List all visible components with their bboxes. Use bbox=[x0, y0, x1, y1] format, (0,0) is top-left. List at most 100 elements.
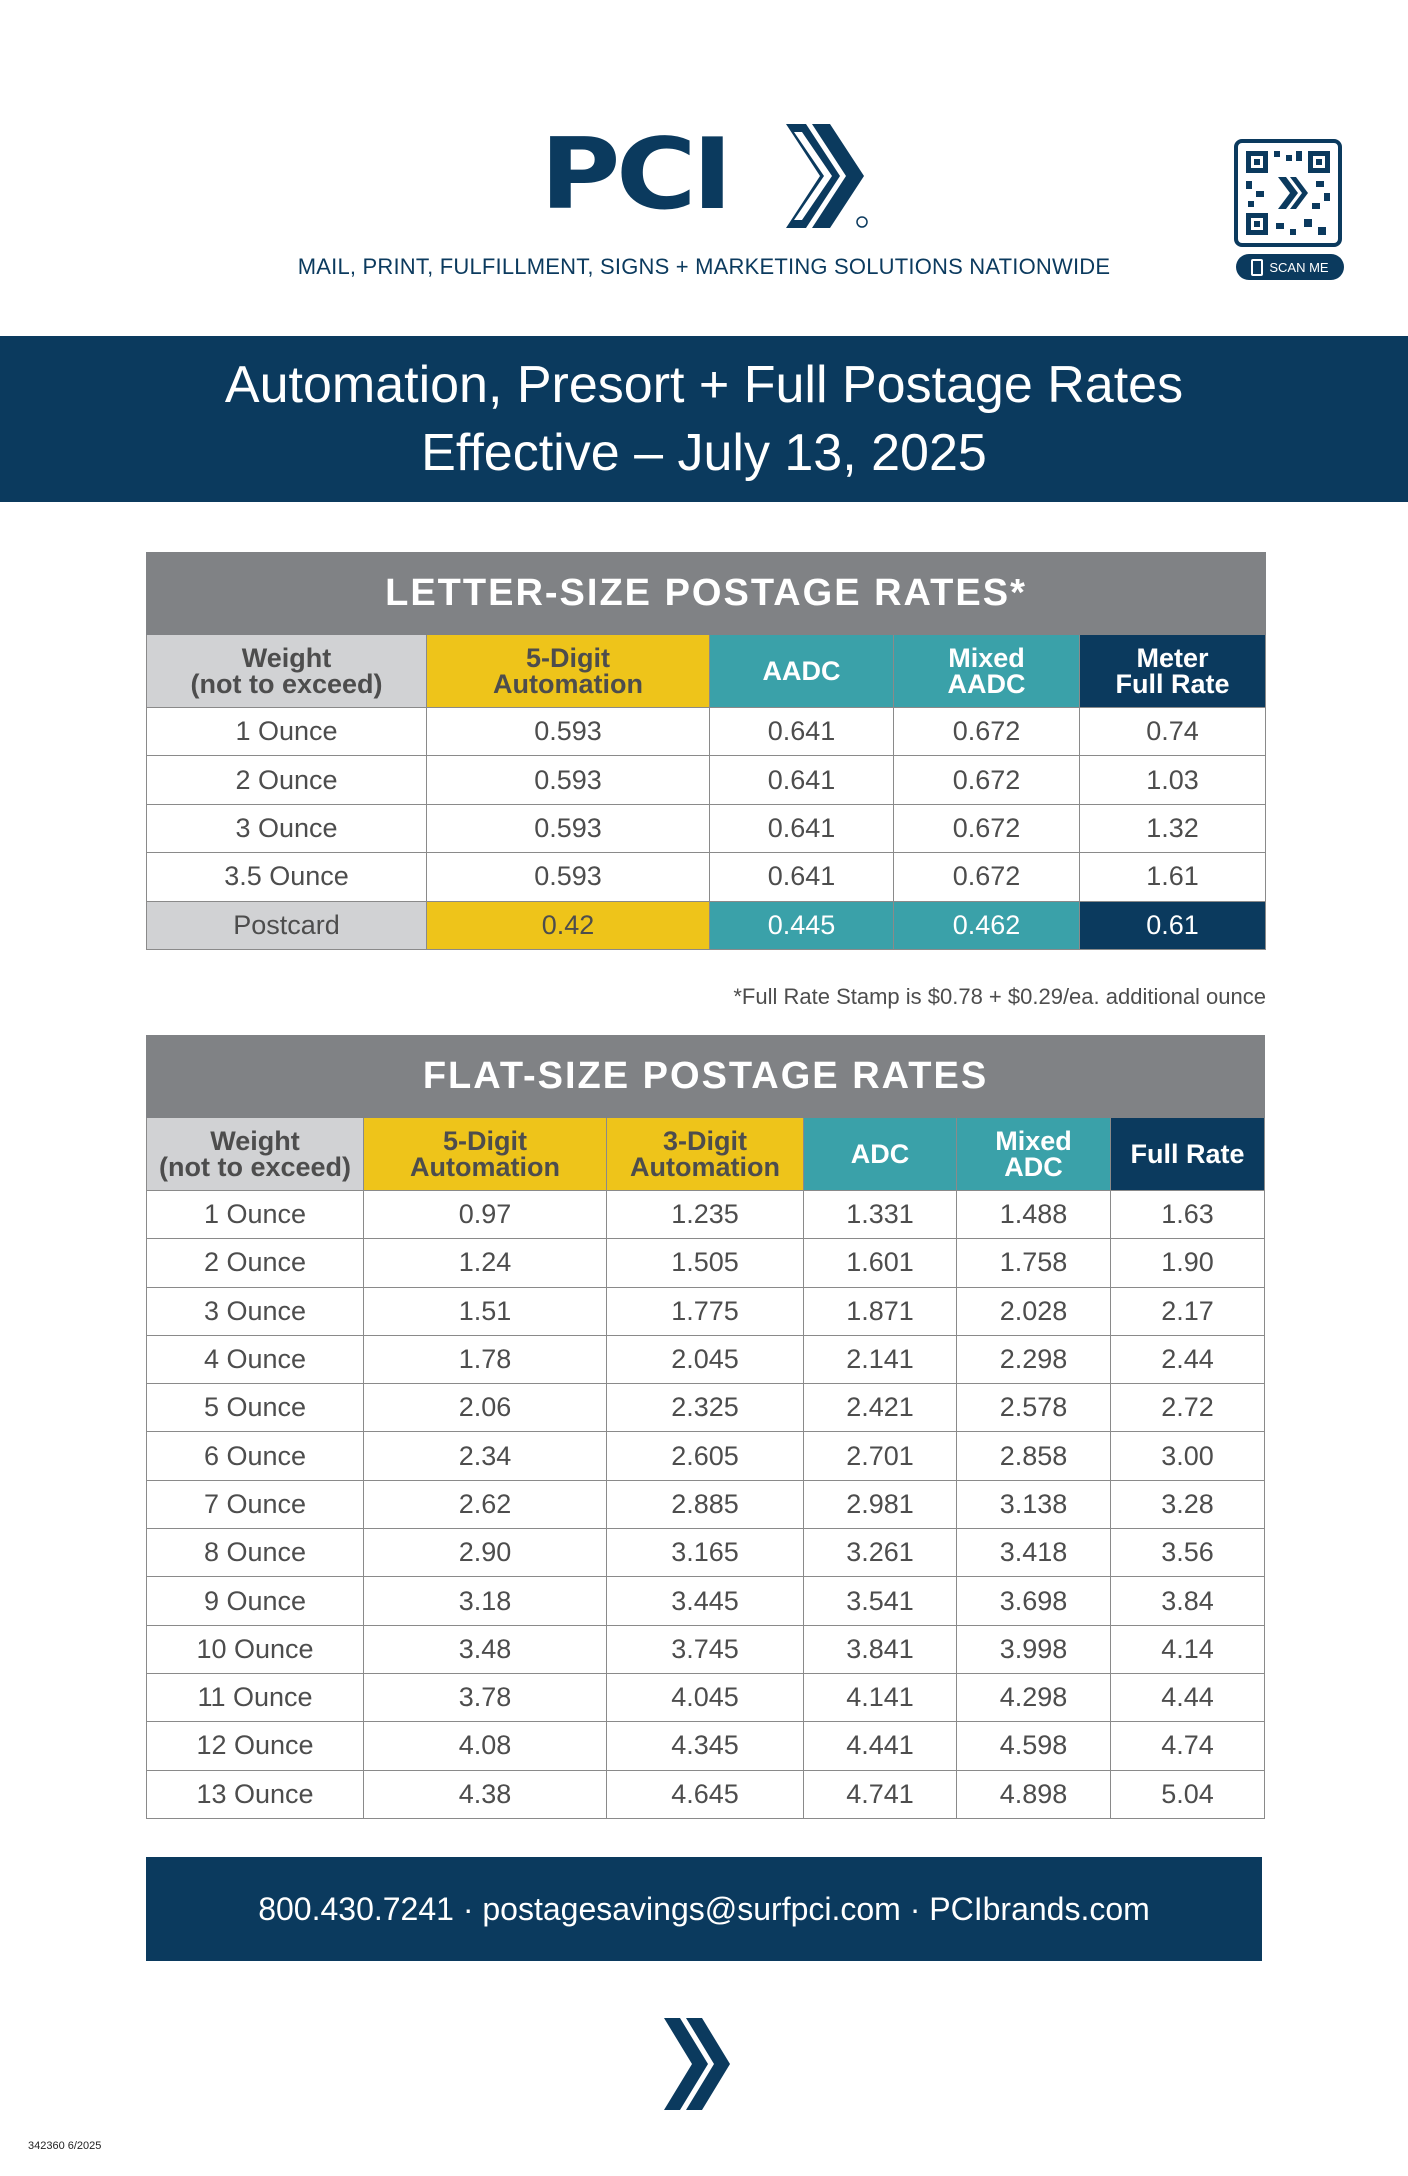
rate-cell: 1.775 bbox=[606, 1286, 804, 1336]
rate-cell: 3.745 bbox=[606, 1624, 804, 1674]
rate-cell: 4.08 bbox=[363, 1721, 607, 1771]
rate-cell: 0.445 bbox=[709, 900, 894, 950]
rate-cell: 0.672 bbox=[893, 803, 1080, 854]
table-row: 5 Ounce 2.06 2.325 2.421 2.578 2.72 bbox=[146, 1383, 1266, 1433]
column-header: Meter Full Rate bbox=[1078, 634, 1267, 708]
rate-cell: 0.462 bbox=[893, 900, 1080, 950]
column-header: 5-Digit Automation bbox=[426, 634, 710, 708]
rate-cell: 4.741 bbox=[803, 1769, 957, 1819]
column-header: Full Rate bbox=[1109, 1117, 1266, 1191]
rate-cell: 3.418 bbox=[956, 1528, 1111, 1578]
rate-cell: 1.63 bbox=[1109, 1189, 1266, 1240]
column-header-line: ADC bbox=[1004, 1152, 1063, 1182]
column-header-line: ADC bbox=[850, 1139, 910, 1169]
rate-cell: 3.261 bbox=[803, 1528, 957, 1578]
rate-cell: 0.641 bbox=[709, 706, 894, 757]
rate-cell: 0.641 bbox=[709, 755, 894, 805]
chevron-logo-icon bbox=[786, 124, 868, 228]
column-header: Weight (not to exceed) bbox=[146, 634, 427, 708]
rate-cell: 4.141 bbox=[803, 1672, 957, 1723]
rate-cell: 2.90 bbox=[363, 1528, 607, 1578]
rate-cell: 0.593 bbox=[426, 706, 710, 757]
letter-size-rates-table: LETTER-SIZE POSTAGE RATES* Weight (not to … bbox=[145, 552, 1267, 950]
weight-cell: 2 Ounce bbox=[146, 1238, 364, 1288]
weight-cell: 4 Ounce bbox=[146, 1334, 364, 1385]
rate-cell: 2.34 bbox=[363, 1431, 607, 1481]
rate-cell: 4.74 bbox=[1109, 1721, 1266, 1771]
rate-cell: 1.331 bbox=[803, 1189, 957, 1240]
rate-cell: 0.641 bbox=[709, 803, 894, 854]
footnote: *Full Rate Stamp is $0.78 + $0.29/ea. ad… bbox=[733, 984, 1266, 1009]
column-header-line: Weight bbox=[210, 1126, 300, 1156]
rate-cell: 3.18 bbox=[363, 1576, 607, 1626]
rate-cell: 4.598 bbox=[956, 1721, 1111, 1771]
weight-cell: 10 Ounce bbox=[146, 1624, 364, 1674]
column-header-line: 3-Digit bbox=[663, 1126, 747, 1156]
table-row: 2 Ounce 1.24 1.505 1.601 1.758 1.90 bbox=[146, 1238, 1266, 1288]
rate-cell: 0.74 bbox=[1078, 706, 1267, 757]
rate-cell: 0.641 bbox=[709, 852, 894, 902]
rate-cell: 0.672 bbox=[893, 706, 1080, 757]
rate-cell: 1.488 bbox=[956, 1189, 1111, 1240]
rate-cell: 3.698 bbox=[956, 1576, 1111, 1626]
weight-cell: 1 Ounce bbox=[146, 1189, 364, 1240]
table-title: FLAT-SIZE POSTAGE RATES bbox=[145, 1035, 1266, 1118]
table-row: 3 Ounce 0.593 0.641 0.672 1.32 bbox=[146, 803, 1267, 854]
print-code: 342360 6/2025 bbox=[28, 2140, 102, 2152]
rate-cell: 0.42 bbox=[426, 900, 710, 950]
rate-cell: 4.44 bbox=[1109, 1672, 1266, 1723]
weight-cell: 3 Ounce bbox=[146, 1286, 364, 1336]
rate-cell: 3.165 bbox=[606, 1528, 804, 1578]
contact-footer: 800.430.7241 · postagesavings@surfpci.co… bbox=[146, 1857, 1262, 1961]
rate-cell: 2.421 bbox=[803, 1383, 957, 1433]
rate-cell: 4.441 bbox=[803, 1721, 957, 1771]
page-subtitle: Effective – July 13, 2025 bbox=[421, 424, 987, 482]
table-row: 3.5 Ounce 0.593 0.641 0.672 1.61 bbox=[146, 852, 1267, 902]
contact-info[interactable]: 800.430.7241 · postagesavings@surfpci.co… bbox=[258, 1890, 1150, 1927]
rate-cell: 2.06 bbox=[363, 1383, 607, 1433]
rate-cell: 2.325 bbox=[606, 1383, 804, 1433]
rate-cell: 0.593 bbox=[426, 803, 710, 854]
rate-cell: 1.871 bbox=[803, 1286, 957, 1336]
rate-cell: 3.00 bbox=[1109, 1431, 1266, 1481]
rate-cell: 4.645 bbox=[606, 1769, 804, 1819]
column-header-line: AADC bbox=[762, 656, 841, 686]
chevron-icon bbox=[664, 2018, 730, 2110]
weight-cell: 3.5 Ounce bbox=[146, 852, 427, 902]
rate-cell: 2.701 bbox=[803, 1431, 957, 1481]
table-row: 8 Ounce 2.90 3.165 3.261 3.418 3.56 bbox=[146, 1528, 1266, 1578]
table-row: 6 Ounce 2.34 2.605 2.701 2.858 3.00 bbox=[146, 1431, 1266, 1481]
column-header-line: (not to exceed) bbox=[158, 1152, 352, 1182]
rate-cell: 3.28 bbox=[1109, 1479, 1266, 1530]
column-header: Mixed ADC bbox=[956, 1117, 1111, 1191]
rate-cell: 2.858 bbox=[956, 1431, 1111, 1481]
rate-cell: 3.541 bbox=[803, 1576, 957, 1626]
rate-cell: 5.04 bbox=[1109, 1769, 1266, 1819]
table-row: 4 Ounce 1.78 2.045 2.141 2.298 2.44 bbox=[146, 1334, 1266, 1385]
weight-cell: 5 Ounce bbox=[146, 1383, 364, 1433]
rate-cell: 1.505 bbox=[606, 1238, 804, 1288]
weight-cell: 6 Ounce bbox=[146, 1431, 364, 1481]
rate-cell: 2.981 bbox=[803, 1479, 957, 1530]
table-row: 11 Ounce 3.78 4.045 4.141 4.298 4.44 bbox=[146, 1672, 1266, 1723]
weight-cell: 9 Ounce bbox=[146, 1576, 364, 1626]
rate-cell: 2.62 bbox=[363, 1479, 607, 1530]
rate-cell: 2.885 bbox=[606, 1479, 804, 1530]
column-header: AADC bbox=[709, 634, 894, 708]
rate-cell: 3.56 bbox=[1109, 1528, 1266, 1578]
rate-cell: 3.78 bbox=[363, 1672, 607, 1723]
column-header-line: Automation bbox=[630, 1152, 780, 1182]
flat-size-rates-table: FLAT-SIZE POSTAGE RATES Weight (not to exc… bbox=[145, 1035, 1266, 1819]
table-row: 7 Ounce 2.62 2.885 2.981 3.138 3.28 bbox=[146, 1479, 1266, 1530]
phone-icon bbox=[1251, 258, 1264, 276]
weight-cell: 3 Ounce bbox=[146, 803, 427, 854]
rate-cell: 4.345 bbox=[606, 1721, 804, 1771]
rate-cell: 2.045 bbox=[606, 1334, 804, 1385]
logo-text: PCI bbox=[540, 118, 733, 232]
scan-me-badge: SCAN ME bbox=[1236, 254, 1344, 280]
page-title: Automation, Presort + Full Postage Rates bbox=[224, 356, 1184, 414]
rate-cell: 2.141 bbox=[803, 1334, 957, 1385]
table-row: 9 Ounce 3.18 3.445 3.541 3.698 3.84 bbox=[146, 1576, 1266, 1626]
qr-code[interactable] bbox=[1234, 139, 1342, 247]
weight-cell: 1 Ounce bbox=[146, 706, 427, 757]
